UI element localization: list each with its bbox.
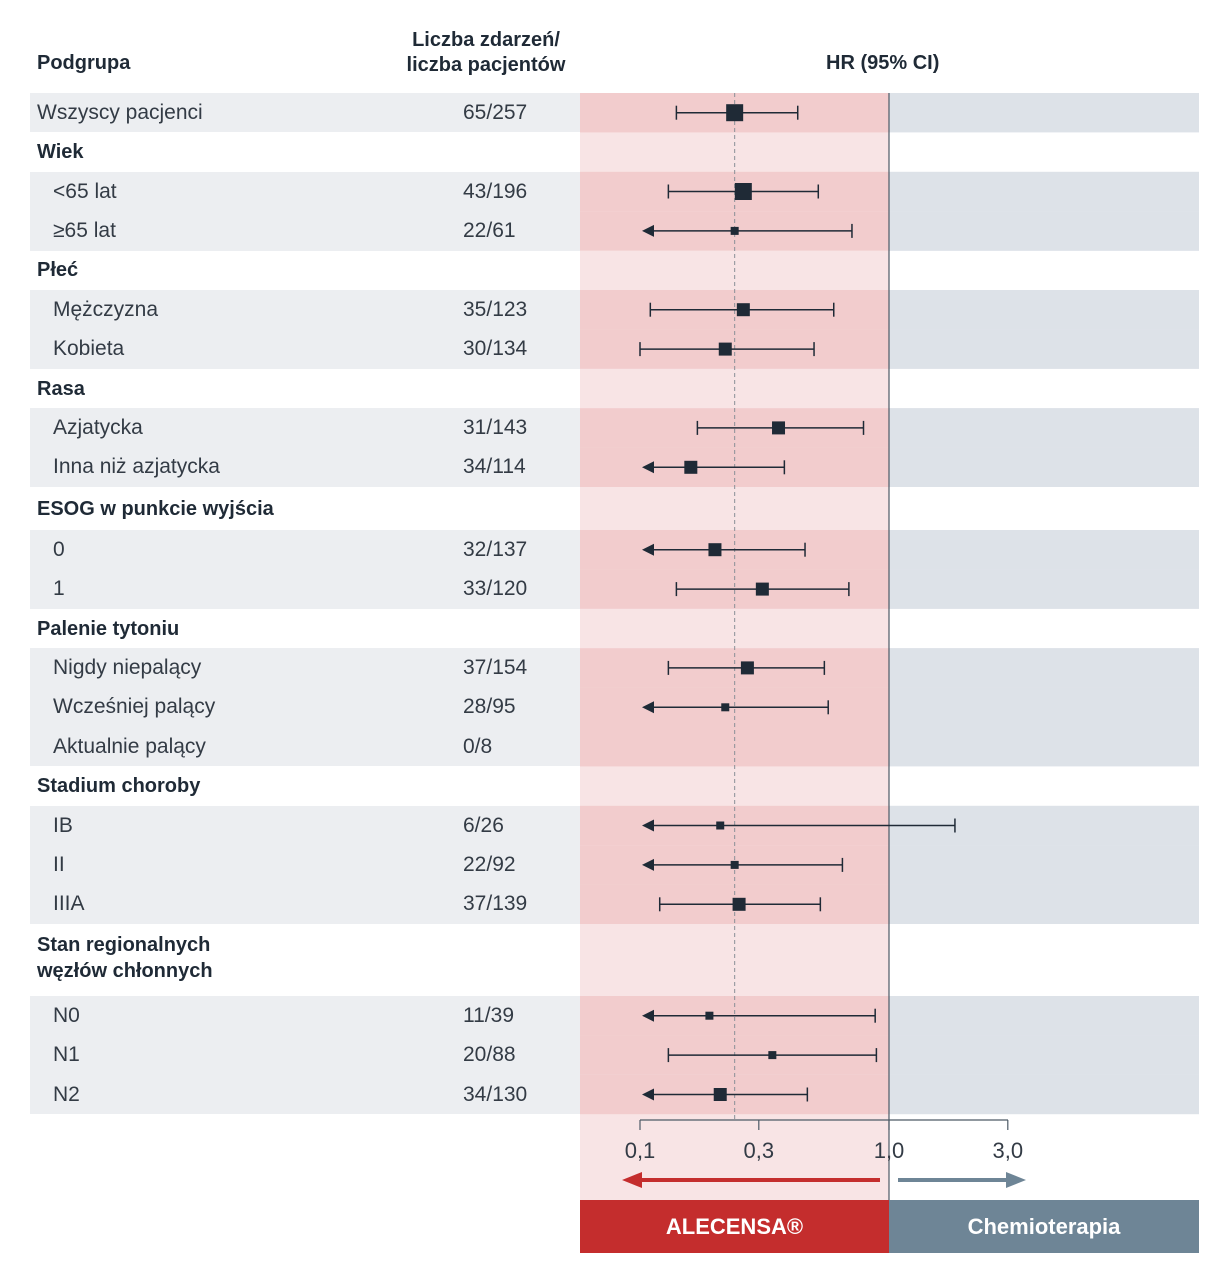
- row-label: <65 lat: [53, 179, 117, 203]
- row-label: Kobieta: [53, 337, 125, 361]
- row-label: IIIA: [53, 892, 85, 916]
- header-events-line2: liczba pacjentów: [406, 54, 566, 76]
- hr-marker: [732, 897, 746, 911]
- group-label: Stan regionalnych węzłów chłonnych: [37, 934, 213, 982]
- row-events: 31/143: [463, 415, 528, 439]
- row-label: ≥65 lat: [53, 218, 116, 242]
- row-events: 32/137: [463, 537, 528, 561]
- hr-marker: [713, 1088, 727, 1101]
- row-label: 0: [53, 537, 65, 561]
- hr-marker: [740, 661, 754, 675]
- alecensa-arrowhead: [622, 1172, 642, 1188]
- hr-marker: [684, 460, 698, 474]
- row-band-grey: [889, 687, 1199, 727]
- row-label: II: [53, 852, 65, 876]
- row-label: Mężczyzna: [53, 297, 159, 321]
- hr-marker: [734, 183, 752, 200]
- x-tick-label: 0,3: [744, 1138, 775, 1163]
- ci-arrow-low: [642, 543, 654, 556]
- row-band-grey: [889, 884, 1199, 924]
- header-subgroup: Podgrupa: [37, 52, 131, 74]
- hr-marker: [708, 543, 722, 557]
- ci-arrow-low: [642, 461, 654, 474]
- row-label: Wcześniej palący: [53, 695, 216, 719]
- ci-arrow-low: [642, 701, 654, 714]
- group-label: ESOG w punkcie wyjścia: [37, 497, 274, 520]
- row-events: 6/26: [463, 813, 504, 837]
- row-label: 1: [53, 577, 65, 601]
- row-events: 20/88: [463, 1043, 516, 1067]
- row-events: 33/120: [463, 577, 528, 601]
- row-label: Azjatycka: [53, 415, 143, 439]
- row-band-grey: [889, 569, 1199, 609]
- ci-arrow-low: [642, 1088, 654, 1101]
- hr-marker: [705, 1011, 714, 1020]
- header-events: Liczba zdarzeń/ liczba pacjentów: [388, 28, 584, 78]
- row-band-grey: [889, 93, 1199, 133]
- group-label: Stadium choroby: [37, 775, 201, 798]
- row-band-grey: [889, 171, 1199, 212]
- row-events: 37/154: [463, 655, 528, 679]
- row-label: Aktualnie palący: [53, 734, 206, 758]
- row-band-grey: [889, 727, 1199, 767]
- row-label: Inna niż azjatycka: [53, 455, 220, 479]
- hr-marker: [768, 1051, 777, 1060]
- row-events: 11/39: [463, 1003, 514, 1027]
- row-events: 34/130: [463, 1082, 528, 1106]
- ci-arrow-low: [642, 224, 654, 237]
- row-events: 0/8: [463, 734, 493, 758]
- row-band-grey: [889, 1035, 1199, 1075]
- header-events-line1: Liczba zdarzeń/: [412, 29, 560, 51]
- hr-marker: [755, 582, 769, 596]
- x-tick-label: 3,0: [993, 1138, 1024, 1163]
- alecensa-label: ALECENSA®: [580, 1200, 889, 1253]
- ci-arrow-low: [642, 1009, 654, 1022]
- group-label: Palenie tytoniu: [37, 617, 180, 640]
- row-label: IB: [53, 813, 73, 837]
- row-band-grey: [889, 996, 1199, 1036]
- x-tick-label: 0,1: [625, 1138, 656, 1163]
- hr-marker: [772, 421, 786, 435]
- hr-marker: [736, 303, 750, 317]
- hr-marker: [716, 821, 725, 830]
- header-hr: HR (95% CI): [826, 52, 940, 74]
- chemo-arrowhead: [1006, 1172, 1026, 1188]
- hr-marker: [718, 342, 732, 356]
- row-band-grey: [889, 329, 1199, 369]
- ci-arrow-low: [642, 819, 654, 832]
- row-band-grey: [889, 290, 1199, 330]
- row-band-grey: [889, 211, 1199, 251]
- row-label: Wszyscy pacjenci: [37, 100, 203, 124]
- row-events: 34/114: [463, 455, 526, 479]
- row-label: N2: [53, 1082, 80, 1106]
- hr-marker: [730, 860, 739, 869]
- row-band-grey: [889, 447, 1199, 487]
- row-events: 37/139: [463, 892, 528, 916]
- hr-marker: [721, 703, 730, 712]
- group-label: Wiek: [37, 141, 84, 164]
- row-events: 43/196: [463, 179, 528, 203]
- hr-marker: [726, 104, 744, 122]
- row-band-grey: [889, 530, 1199, 570]
- row-band-grey: [889, 1074, 1199, 1115]
- row-band-grey: [889, 648, 1199, 688]
- chemo-label: Chemioterapia: [889, 1200, 1199, 1253]
- row-events: 30/134: [463, 337, 528, 361]
- group-label: Rasa: [37, 377, 85, 400]
- row-band-grey: [889, 845, 1199, 885]
- row-events: 28/95: [463, 695, 516, 719]
- x-tick-label: 1,0: [874, 1138, 905, 1163]
- group-label: Płeć: [37, 259, 79, 282]
- ci-arrow-low: [642, 858, 654, 871]
- row-events: 22/61: [463, 218, 516, 242]
- row-events: 65/257: [463, 100, 528, 124]
- row-label: Nigdy niepalący: [53, 655, 202, 679]
- row-label: N0: [53, 1003, 80, 1027]
- row-events: 35/123: [463, 297, 528, 321]
- hr-marker: [730, 226, 739, 235]
- row-label: N1: [53, 1043, 80, 1067]
- row-events: 22/92: [463, 852, 516, 876]
- row-band-grey: [889, 408, 1199, 448]
